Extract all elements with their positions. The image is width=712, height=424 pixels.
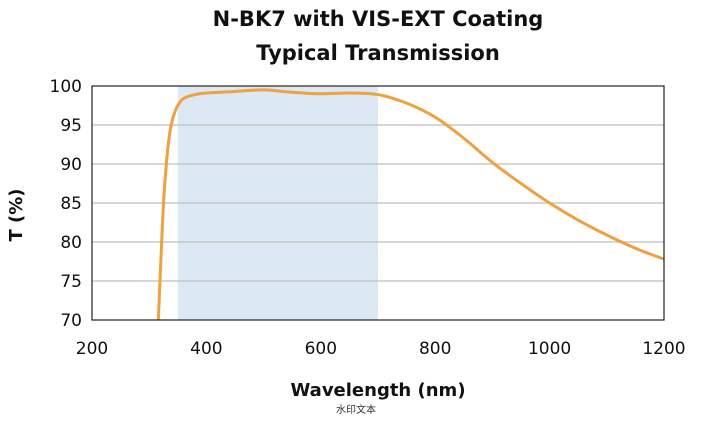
x-tick-label: 600 bbox=[305, 339, 337, 359]
y-tick-label: 95 bbox=[60, 116, 82, 136]
watermark-text: 水印文本 bbox=[336, 403, 376, 416]
plot-frame bbox=[91, 85, 665, 321]
chart-title: N-BK7 with VIS-EXT Coating bbox=[213, 7, 544, 31]
x-tick-label: 1000 bbox=[528, 339, 571, 359]
y-tick-label: 100 bbox=[50, 77, 82, 97]
y-tick-label: 70 bbox=[60, 311, 82, 331]
x-tick-label: 400 bbox=[190, 339, 222, 359]
y-tick-label: 85 bbox=[60, 194, 82, 214]
x-tick-label: 800 bbox=[419, 339, 451, 359]
y-tick-labels: 70 75 80 85 90 95 100 bbox=[50, 77, 82, 331]
y-tick-label: 75 bbox=[60, 272, 82, 292]
y-tick-label: 90 bbox=[60, 155, 82, 175]
x-tick-labels: 200 400 600 800 1000 1200 bbox=[76, 339, 686, 359]
x-axis-label: Wavelength (nm) bbox=[290, 380, 465, 401]
y-axis-label: T (%) bbox=[6, 188, 27, 241]
chart-subtitle: Typical Transmission bbox=[256, 41, 500, 65]
y-tick-label: 80 bbox=[60, 233, 82, 253]
gridlines bbox=[92, 124, 664, 282]
x-tick-label: 1200 bbox=[642, 339, 685, 359]
x-tick-label: 200 bbox=[76, 339, 108, 359]
transmission-curve bbox=[156, 88, 665, 321]
